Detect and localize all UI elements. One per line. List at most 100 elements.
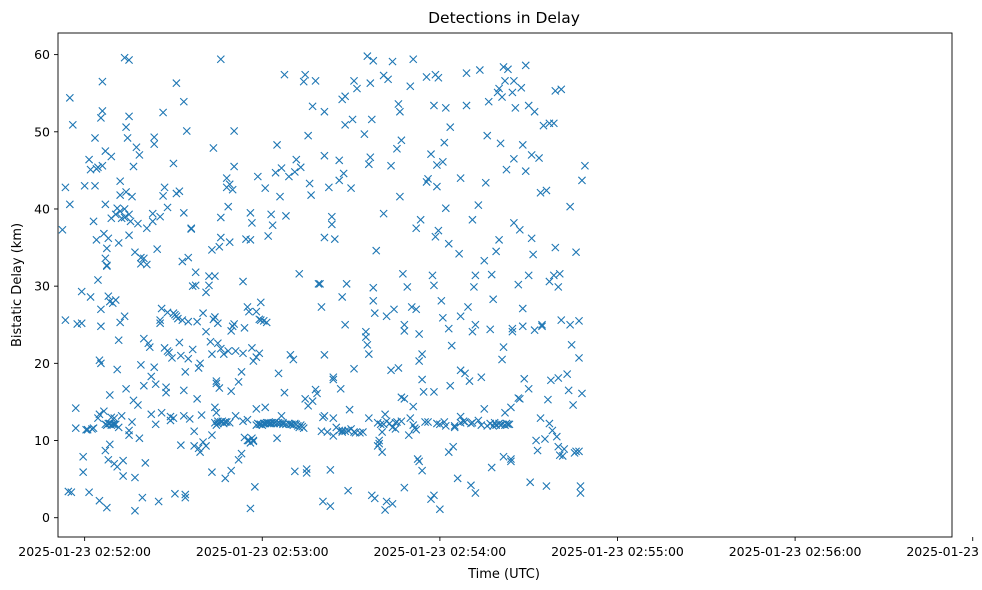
detection-point	[432, 419, 441, 428]
y-tick-label: 40	[34, 201, 50, 216]
detection-point	[249, 437, 258, 446]
detection-point	[148, 217, 157, 226]
detection-point	[366, 153, 375, 162]
plot-area	[58, 33, 952, 537]
detection-point	[509, 154, 518, 163]
detection-point	[360, 130, 369, 139]
detection-point	[429, 101, 438, 110]
detection-point	[209, 144, 218, 152]
detection-point	[225, 238, 234, 247]
detection-point	[150, 133, 159, 142]
detection-point	[382, 497, 391, 506]
detection-point	[540, 434, 549, 443]
detection-point	[202, 441, 211, 450]
detection-point	[120, 53, 129, 62]
detection-point	[501, 76, 509, 85]
detection-point	[239, 417, 248, 426]
detection-point	[307, 191, 316, 200]
detection-point	[379, 209, 388, 218]
detection-point	[450, 421, 459, 430]
detection-point	[289, 355, 298, 364]
detection-point	[466, 481, 475, 490]
detection-point	[471, 320, 480, 329]
detection-point	[239, 349, 248, 358]
detection-point	[431, 232, 440, 241]
detection-point	[231, 347, 240, 355]
detection-point	[320, 350, 329, 359]
detection-point	[352, 84, 361, 93]
detection-point	[222, 174, 231, 183]
detection-point	[418, 375, 427, 384]
detection-point	[503, 420, 512, 429]
detection-point	[170, 489, 179, 498]
detection-point	[102, 262, 111, 271]
points-layer	[58, 52, 589, 515]
x-tick-label: 2025-01-23 02:56:00	[729, 544, 862, 559]
detection-point	[468, 215, 477, 224]
detection-point	[98, 77, 107, 86]
detection-point	[314, 279, 323, 288]
detection-point	[363, 340, 372, 349]
detection-point	[194, 363, 203, 372]
detection-point	[415, 330, 424, 338]
detection-point	[172, 312, 181, 321]
detection-point	[398, 269, 407, 278]
detection-point	[255, 349, 264, 358]
detection-point	[215, 384, 224, 393]
detection-point	[286, 350, 295, 359]
detection-point	[133, 219, 142, 228]
detection-point	[210, 313, 219, 322]
detection-point	[135, 434, 144, 443]
detection-point	[120, 204, 129, 213]
detection-point	[207, 350, 216, 359]
detection-point	[204, 272, 213, 281]
detection-point	[577, 389, 586, 398]
detection-point	[545, 277, 554, 286]
detection-point	[341, 320, 350, 329]
detection-point	[518, 304, 527, 313]
detection-point	[391, 424, 400, 433]
detection-point	[580, 161, 589, 170]
detection-point	[381, 410, 390, 419]
detection-point	[532, 436, 541, 445]
detection-point	[495, 84, 504, 93]
detection-point	[456, 366, 465, 375]
detection-point	[395, 107, 404, 116]
detection-point	[456, 412, 465, 421]
detection-point	[101, 446, 110, 455]
detection-point	[499, 62, 508, 71]
detection-point	[338, 292, 347, 301]
detection-point	[175, 338, 184, 347]
detection-point	[61, 183, 70, 192]
detection-point	[506, 457, 515, 466]
detection-point	[394, 363, 403, 372]
detection-point	[114, 336, 123, 345]
detection-point	[326, 465, 335, 474]
detection-point	[429, 281, 438, 290]
detection-point	[299, 77, 308, 86]
y-tick-label: 10	[34, 433, 50, 448]
detection-point	[213, 339, 222, 348]
detection-point	[441, 103, 450, 112]
detection-point	[246, 208, 255, 217]
detection-point	[376, 420, 385, 429]
detection-point	[228, 185, 237, 194]
detection-point	[424, 418, 433, 426]
detection-point	[252, 353, 261, 362]
detection-point	[156, 212, 165, 221]
detection-point	[96, 305, 105, 314]
y-tick-label: 0	[42, 510, 50, 525]
detection-point	[495, 235, 504, 244]
detection-point	[350, 364, 359, 373]
detection-point	[456, 312, 465, 321]
detection-point	[111, 296, 120, 305]
detection-point	[190, 441, 199, 450]
detection-point	[524, 384, 533, 393]
detection-point	[145, 343, 154, 352]
detection-point	[569, 401, 578, 410]
detection-point	[338, 426, 347, 435]
detection-point	[446, 381, 455, 390]
detection-point	[555, 269, 564, 278]
detection-point	[329, 373, 338, 382]
